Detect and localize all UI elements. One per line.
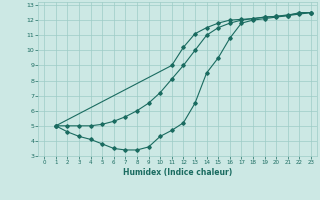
- X-axis label: Humidex (Indice chaleur): Humidex (Indice chaleur): [123, 168, 232, 177]
